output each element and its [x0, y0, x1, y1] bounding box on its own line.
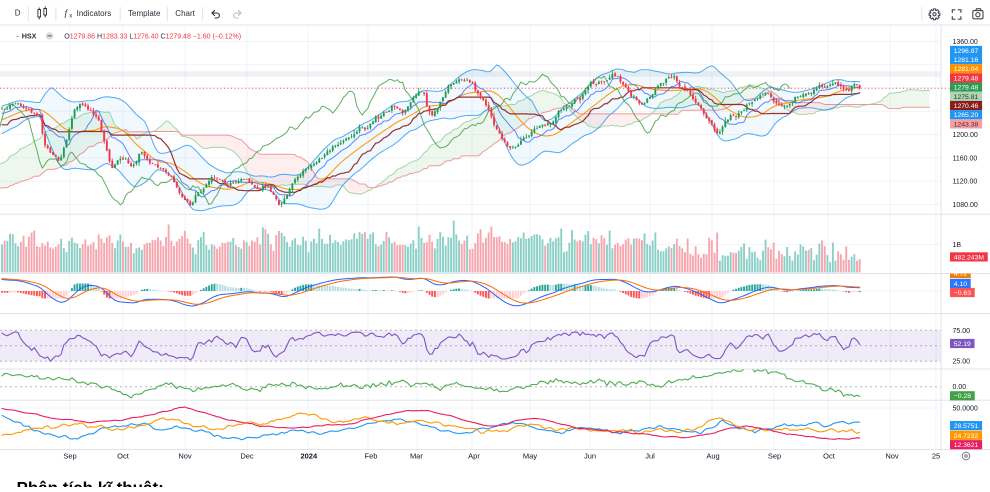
svg-text:−0.28: −0.28 — [954, 393, 971, 400]
svg-text:24.7232: 24.7232 — [954, 433, 979, 440]
svg-text:f: f — [65, 8, 69, 19]
svg-text:1270.46: 1270.46 — [954, 103, 979, 110]
svg-text:Aug: Aug — [706, 452, 719, 461]
svg-text:1279.48: 1279.48 — [954, 85, 979, 92]
svg-text:0.00: 0.00 — [953, 384, 967, 391]
svg-text:1281.16: 1281.16 — [954, 57, 979, 64]
svg-text:1279.48: 1279.48 — [954, 75, 979, 82]
svg-text:50.0000: 50.0000 — [953, 406, 978, 413]
svg-text:12.3621: 12.3621 — [954, 442, 979, 449]
svg-text:1160.00: 1160.00 — [953, 155, 978, 162]
svg-text:Feb: Feb — [365, 452, 378, 461]
svg-text:HSX: HSX — [22, 32, 37, 41]
svg-text:-: - — [16, 32, 19, 41]
svg-text:4.10: 4.10 — [954, 281, 967, 288]
svg-text:1281.04: 1281.04 — [954, 66, 979, 73]
svg-text:1200.00: 1200.00 — [953, 132, 978, 139]
svg-text:Apr: Apr — [468, 452, 480, 461]
svg-text:1275.81: 1275.81 — [954, 94, 979, 101]
svg-text:Sep: Sep — [63, 452, 76, 461]
svg-text:2024: 2024 — [300, 452, 318, 461]
svg-text:1120.00: 1120.00 — [953, 179, 978, 186]
svg-text:1360.00: 1360.00 — [953, 39, 978, 46]
svg-text:May: May — [523, 452, 537, 461]
svg-text:Indicators: Indicators — [77, 9, 112, 18]
svg-text:25: 25 — [932, 452, 940, 461]
svg-text:1080.00: 1080.00 — [953, 202, 978, 209]
svg-text:Template: Template — [128, 9, 161, 18]
svg-text:482.243M: 482.243M — [954, 254, 985, 261]
svg-text:Chart: Chart — [175, 9, 195, 18]
svg-text:1243.38: 1243.38 — [954, 121, 979, 128]
svg-text:Dec: Dec — [240, 452, 254, 461]
svg-text:4.72: 4.72 — [954, 271, 967, 278]
svg-text:Oct: Oct — [823, 452, 836, 461]
svg-text:Oct: Oct — [117, 452, 130, 461]
svg-text:75.00: 75.00 — [953, 328, 971, 335]
svg-text:Mar: Mar — [410, 452, 423, 461]
svg-text:Sep: Sep — [768, 452, 781, 461]
svg-text:x: x — [69, 14, 72, 20]
svg-text:1B: 1B — [953, 242, 962, 249]
svg-text:Nov: Nov — [178, 452, 192, 461]
svg-text:52.19: 52.19 — [954, 341, 971, 348]
svg-text:−0.63: −0.63 — [954, 290, 971, 297]
svg-text:Jul: Jul — [645, 452, 655, 461]
svg-text:Jun: Jun — [584, 452, 596, 461]
svg-text:O1279.86 H1283.33 L1276.40 C12: O1279.86 H1283.33 L1276.40 C1279.48 −1.6… — [64, 33, 241, 40]
svg-text:25.00: 25.00 — [953, 359, 971, 366]
svg-text:D: D — [15, 9, 21, 18]
svg-text:Nov: Nov — [885, 452, 899, 461]
svg-text:1265.20: 1265.20 — [954, 112, 979, 119]
svg-text:28.5751: 28.5751 — [954, 423, 979, 430]
svg-text:1296.87: 1296.87 — [954, 48, 979, 55]
svg-text:Phân tích kĩ thuật:: Phân tích kĩ thuật: — [17, 479, 164, 487]
